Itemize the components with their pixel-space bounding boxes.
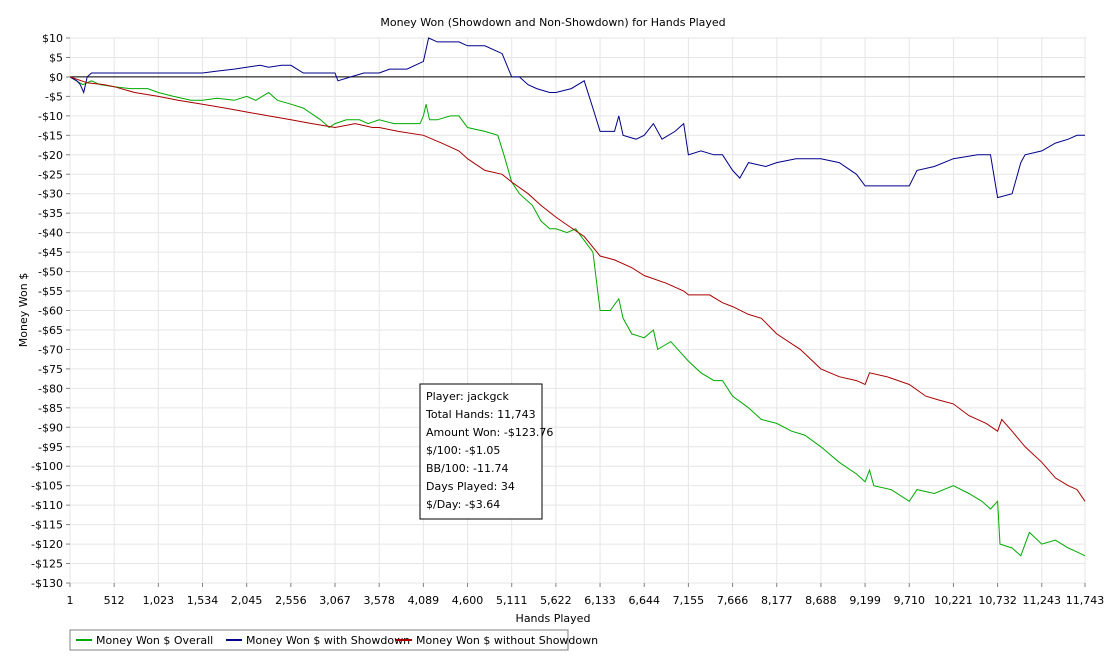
y-tick-label: -$55 xyxy=(38,285,63,298)
y-tick-label: $0 xyxy=(49,71,63,84)
x-tick-label: 8,688 xyxy=(805,594,837,607)
x-tick-label: 3,578 xyxy=(363,594,395,607)
x-tick-label: 1,534 xyxy=(187,594,219,607)
y-tick-label: -$15 xyxy=(38,129,63,142)
y-tick-label: -$85 xyxy=(38,402,63,415)
y-tick-label: -$70 xyxy=(38,343,63,356)
y-tick-label: -$45 xyxy=(38,246,63,259)
y-tick-label: -$110 xyxy=(31,499,63,512)
x-tick-label: 1,023 xyxy=(143,594,175,607)
info-box-frame xyxy=(419,383,543,520)
x-tick-label: 4,089 xyxy=(408,594,440,607)
x-axis-title: Hands Played xyxy=(516,612,591,625)
y-tick-label: -$25 xyxy=(38,168,63,181)
info-box-line: Total Hands: 11,743 xyxy=(425,408,536,421)
x-tick-label: 11,243 xyxy=(1023,594,1062,607)
y-tick-label: -$75 xyxy=(38,363,63,376)
y-axis-title: Money Won $ xyxy=(17,273,30,347)
info-box-line: BB/100: -11.74 xyxy=(426,462,508,475)
x-tick-label: 10,221 xyxy=(934,594,973,607)
y-tick-label: $5 xyxy=(49,51,63,64)
x-tick-label: 6,133 xyxy=(584,594,616,607)
legend-label-2: Money Won $ without Showdown xyxy=(416,634,598,647)
y-tick-label: -$115 xyxy=(31,519,63,532)
x-tick-label: 2,556 xyxy=(275,594,307,607)
info-box: Player: jackgck Total Hands: 11,743 Amount… xyxy=(419,383,553,520)
y-tick-label: -$10 xyxy=(38,110,63,123)
y-tick-label: $10 xyxy=(42,32,63,45)
series-line-2 xyxy=(69,76,1086,502)
info-box-line: Days Played: 34 xyxy=(426,480,515,493)
x-tick-label: 9,710 xyxy=(894,594,926,607)
info-box-line: $/Day: -$3.64 xyxy=(426,498,500,511)
info-box-line: Player: jackgck xyxy=(426,390,509,403)
legend-label-0: Money Won $ Overall xyxy=(96,634,213,647)
y-tick-label: -$20 xyxy=(38,149,63,162)
x-tick-label: 2,045 xyxy=(231,594,263,607)
y-tick-label: -$5 xyxy=(45,90,63,103)
legend-label-1: Money Won $ with Showdown xyxy=(246,634,410,647)
x-tick-label: 9,199 xyxy=(849,594,881,607)
y-tick-label: -$120 xyxy=(31,538,63,551)
x-tick-label: 4,600 xyxy=(452,594,484,607)
x-tick-label: 10,732 xyxy=(978,594,1017,607)
y-tick-label: -$130 xyxy=(31,577,63,590)
y-tick-label: -$35 xyxy=(38,207,63,220)
chart-title: Money Won (Showdown and Non-Showdown) fo… xyxy=(380,16,725,29)
x-tick-label: 512 xyxy=(104,594,125,607)
y-tick-label: -$40 xyxy=(38,227,63,240)
x-tick-label: 7,155 xyxy=(673,594,705,607)
info-box-line: Amount Won: -$123.76 xyxy=(426,426,553,439)
x-tick-label: 7,666 xyxy=(717,594,749,607)
x-tick-label: 5,111 xyxy=(496,594,528,607)
info-box-line: $/100: -$1.05 xyxy=(426,444,500,457)
y-tick-label: -$80 xyxy=(38,382,63,395)
y-tick-label: -$65 xyxy=(38,324,63,337)
x-tick-label: 11,743 xyxy=(1066,594,1105,607)
x-tick-label: 1 xyxy=(67,594,74,607)
y-tick-label: -$50 xyxy=(38,266,63,279)
series-layer xyxy=(69,37,1086,557)
legend-frame xyxy=(69,629,569,651)
legend: Money Won $ Overall Money Won $ with Show… xyxy=(69,629,598,651)
y-tick-label: -$90 xyxy=(38,421,63,434)
y-tick-label: -$100 xyxy=(31,460,63,473)
x-tick-label: 5,622 xyxy=(540,594,572,607)
y-tick-label: -$95 xyxy=(38,441,63,454)
y-tick-label: -$60 xyxy=(38,305,63,318)
axes: $10 $5 $0 -$5 -$10 -$15 -$20 -$25 -$30 -$35 -$40 -$… xyxy=(31,32,1104,607)
series-line-1 xyxy=(69,37,1085,199)
x-tick-label: 3,067 xyxy=(319,594,351,607)
x-tick-label: 6,644 xyxy=(628,594,660,607)
y-tick-label: -$30 xyxy=(38,188,63,201)
y-tick-label: -$125 xyxy=(31,558,63,571)
y-tick-label: -$105 xyxy=(31,480,63,493)
x-tick-label: 8,177 xyxy=(761,594,793,607)
series-line-0 xyxy=(69,76,1086,557)
